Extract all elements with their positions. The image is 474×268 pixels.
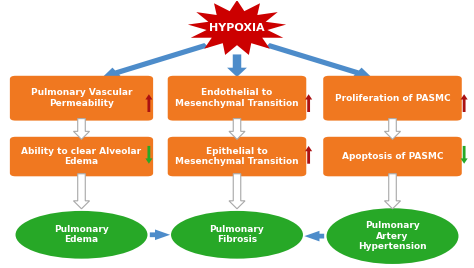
Polygon shape [384,174,401,209]
Polygon shape [229,174,245,209]
Ellipse shape [171,211,303,259]
Text: HYPOXIA: HYPOXIA [209,23,265,33]
Polygon shape [305,146,312,164]
FancyBboxPatch shape [323,137,462,176]
Polygon shape [229,119,245,139]
Text: Ability to clear Alveolar
Edema: Ability to clear Alveolar Edema [21,147,142,166]
Text: Endothelial to
Mesenchymal Transition: Endothelial to Mesenchymal Transition [175,88,299,108]
Ellipse shape [327,208,458,264]
Polygon shape [146,94,153,112]
Polygon shape [304,231,324,241]
FancyBboxPatch shape [168,76,306,121]
Polygon shape [227,54,247,77]
Polygon shape [229,174,245,209]
Polygon shape [150,229,170,240]
Text: Pulmonary
Artery
Hypertension: Pulmonary Artery Hypertension [358,221,427,251]
FancyBboxPatch shape [323,76,462,121]
Polygon shape [73,174,90,209]
Polygon shape [265,43,371,77]
Polygon shape [229,119,245,139]
Polygon shape [384,119,401,139]
Polygon shape [384,174,401,209]
Polygon shape [384,119,401,139]
Polygon shape [461,94,468,112]
Ellipse shape [16,211,147,259]
FancyBboxPatch shape [168,137,306,176]
Text: Pulmonary
Edema: Pulmonary Edema [54,225,109,244]
Polygon shape [146,146,153,164]
Polygon shape [188,0,286,55]
Text: Pulmonary Vascular
Permeability: Pulmonary Vascular Permeability [31,88,132,108]
Polygon shape [73,119,90,139]
Polygon shape [73,174,90,209]
FancyBboxPatch shape [10,76,153,121]
Polygon shape [305,94,312,112]
Polygon shape [73,119,90,139]
Text: Apoptosis of PASMC: Apoptosis of PASMC [342,152,443,161]
Text: Pulmonary
Fibrosis: Pulmonary Fibrosis [210,225,264,244]
Polygon shape [461,146,468,164]
Text: Proliferation of PASMC: Proliferation of PASMC [335,94,450,103]
FancyBboxPatch shape [10,137,153,176]
Polygon shape [103,43,209,77]
Text: Epithelial to
Mesenchymal Transition: Epithelial to Mesenchymal Transition [175,147,299,166]
